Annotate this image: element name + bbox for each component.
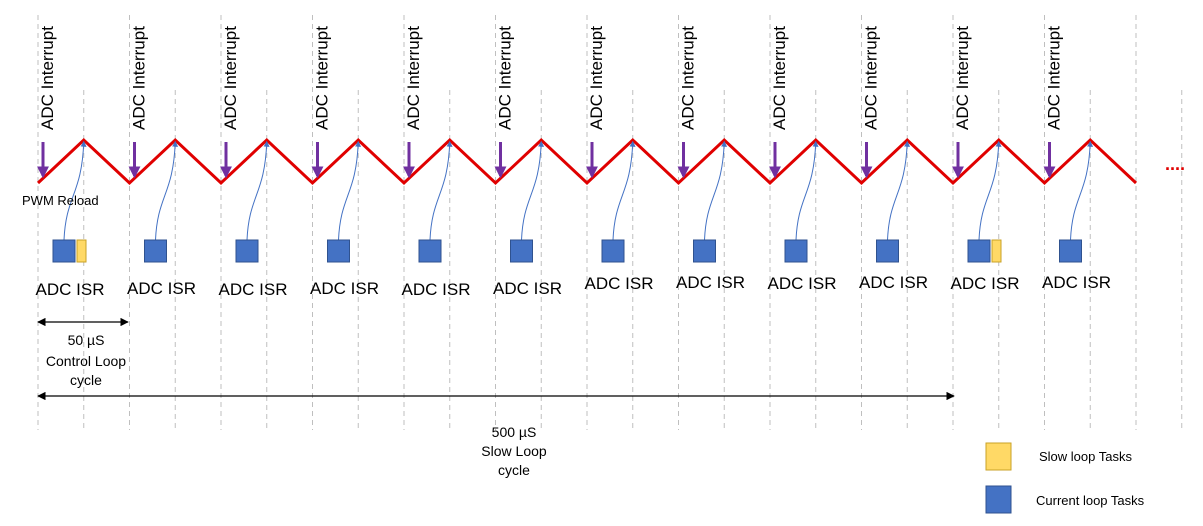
continuation-dots: ....	[1165, 154, 1185, 174]
isr-connector	[612, 140, 636, 241]
current-loop-task-block	[418, 239, 442, 263]
adc-interrupt-label: ADC Interrupt	[679, 26, 698, 130]
isr-connector	[429, 140, 453, 241]
slow-loop-cycle: cycle	[498, 462, 530, 478]
isr-connector	[63, 140, 87, 241]
adc-interrupt-label: ADC Interrupt	[953, 26, 972, 130]
adc-isr-label: ADC ISR	[219, 280, 288, 299]
control-loop-cycle: cycle	[70, 372, 102, 388]
isr-task-blocks	[52, 239, 1082, 263]
control-loop-name: Control Loop	[46, 353, 126, 369]
current-loop-task-block	[1059, 239, 1082, 263]
adc-isr-label: ADC ISR	[859, 273, 928, 292]
legend-swatch-current	[985, 485, 1012, 514]
current-loop-task-block	[52, 239, 76, 263]
adc-interrupt-label: ADC Interrupt	[313, 26, 332, 130]
current-loop-task-block	[144, 239, 167, 263]
adc-interrupt-label: ADC Interrupt	[130, 26, 149, 130]
adc-isr-label: ADC ISR	[676, 273, 745, 292]
current-loop-task-block	[693, 239, 716, 263]
adc-isr-label: ADC ISR	[310, 279, 379, 298]
adc-isr-label: ADC ISR	[493, 279, 562, 298]
isr-connector	[887, 140, 911, 241]
adc-interrupt-label: ADC Interrupt	[496, 26, 515, 130]
current-loop-task-block	[327, 239, 350, 263]
legend: Slow loop Tasks Current loop Tasks	[985, 442, 1145, 514]
adc-interrupt-label: ADC Interrupt	[404, 26, 423, 130]
isr-connector	[795, 140, 819, 241]
adc-isr-label: ADC ISR	[402, 280, 471, 299]
isr-connector	[704, 140, 728, 241]
current-loop-task-block	[784, 239, 808, 263]
triangle-wave-line	[36, 137, 1138, 186]
legend-item-current: Current loop Tasks	[985, 485, 1145, 514]
control-loop-period: 50 µS	[68, 332, 105, 348]
adc-interrupt-label: ADC Interrupt	[862, 26, 881, 130]
isr-connectors	[63, 140, 1094, 241]
legend-label-current: Current loop Tasks	[1036, 493, 1145, 508]
adc-interrupt-label: ADC Interrupt	[221, 26, 240, 130]
legend-label-slow: Slow loop Tasks	[1039, 449, 1132, 464]
slow-loop-period: 500 µS	[492, 424, 537, 440]
legend-item-slow: Slow loop Tasks	[985, 442, 1132, 471]
slow-loop-span: 500 µS Slow Loop cycle	[37, 391, 955, 478]
slow-loop-name: Slow Loop	[481, 443, 547, 459]
current-loop-task-block	[510, 239, 533, 263]
adc-interrupt-label: ADC Interrupt	[38, 26, 57, 130]
adc-isr-labels: ADC ISR ADC ISR ADC ISR ADC ISR ADC ISR ADC I…	[36, 273, 1111, 299]
adc-isr-label: ADC ISR	[127, 279, 196, 298]
adc-interrupt-label: ADC Interrupt	[587, 26, 606, 130]
legend-swatch-slow	[985, 442, 1012, 471]
current-loop-task-block	[601, 239, 625, 263]
pwm-triangle-carrier	[36, 137, 1138, 186]
isr-connector	[978, 140, 1002, 241]
adc-interrupts: ADC Interrupt ADC Interrupt ADC Interrupt A…	[37, 26, 1064, 179]
pwm-reload-label: PWM Reload	[22, 193, 99, 208]
isr-connector	[521, 140, 545, 241]
slow-loop-task-block	[991, 239, 1002, 263]
adc-isr-label: ADC ISR	[585, 274, 654, 293]
adc-interrupt-label: ADC Interrupt	[1045, 26, 1064, 130]
adc-isr-label: ADC ISR	[768, 274, 837, 293]
current-loop-task-block	[876, 239, 899, 263]
adc-isr-label: ADC ISR	[951, 274, 1020, 293]
isr-connector	[338, 140, 362, 241]
cycle-gridlines	[37, 15, 1183, 430]
isr-connector	[1070, 140, 1094, 241]
control-loop-span: 50 µS Control Loop cycle	[37, 317, 129, 388]
adc-isr-label: ADC ISR	[36, 280, 105, 299]
slow-loop-task-block	[76, 239, 87, 263]
current-loop-task-block	[967, 239, 991, 263]
isr-connector	[246, 140, 270, 241]
adc-isr-label: ADC ISR	[1042, 273, 1111, 292]
adc-interrupt-label: ADC Interrupt	[770, 26, 789, 130]
isr-connector	[155, 140, 179, 241]
current-loop-task-block	[235, 239, 259, 263]
